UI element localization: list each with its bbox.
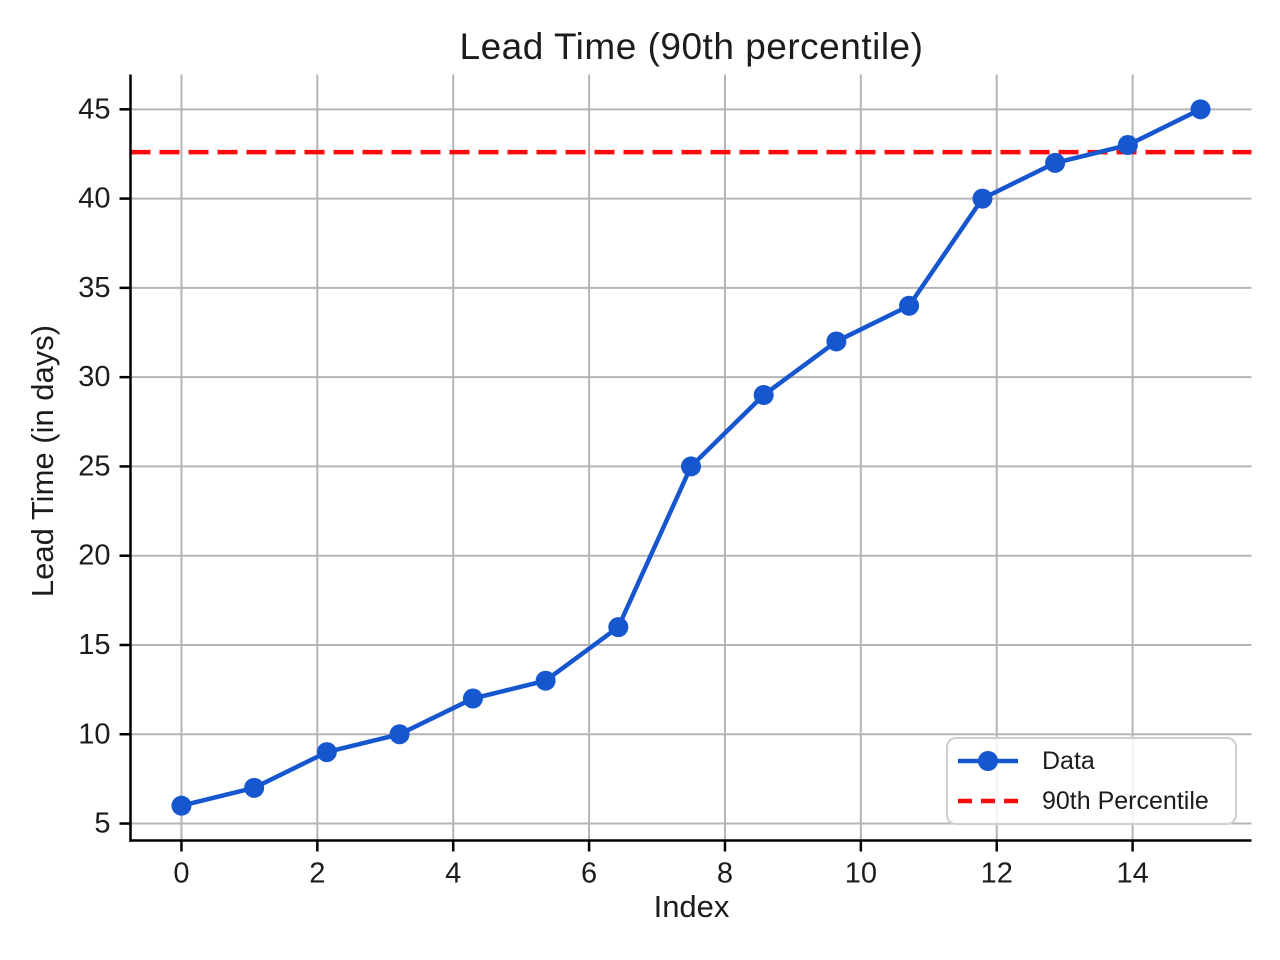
legend-item-percentile: 90th Percentile — [956, 783, 1235, 819]
data-point — [826, 331, 847, 352]
y-axis-label: Lead Time (in days) — [25, 324, 60, 598]
data-point — [972, 188, 993, 209]
data-point — [1117, 135, 1138, 156]
x-tick-label: 14 — [1116, 858, 1148, 890]
data-series-line-icon — [958, 751, 1018, 771]
data-point — [244, 777, 265, 798]
legend-label-data: Data — [1042, 746, 1095, 775]
y-tick-label: 40 — [78, 183, 110, 215]
y-tick-label: 10 — [78, 718, 110, 750]
data-point — [899, 295, 920, 316]
x-tick-label: 2 — [309, 858, 325, 890]
y-tick-label: 20 — [78, 540, 110, 572]
data-point — [389, 724, 410, 745]
data-point — [462, 688, 483, 709]
data-point — [753, 385, 774, 406]
x-axis-label: Index — [653, 889, 730, 924]
percentile-dashed-line-icon — [958, 798, 1018, 804]
chart-title: Lead Time (90th percentile) — [459, 26, 924, 67]
legend-item-data: Data — [956, 743, 1235, 779]
y-tick-label: 30 — [78, 361, 110, 393]
data-point — [535, 670, 556, 691]
y-tick-label: 35 — [78, 272, 110, 304]
x-tick-label: 4 — [445, 858, 461, 890]
x-tick-label: 8 — [717, 858, 733, 890]
data-point — [316, 742, 337, 763]
legend-label-percentile: 90th Percentile — [1042, 786, 1209, 815]
y-tick-label: 45 — [78, 93, 110, 125]
data-point — [171, 795, 192, 816]
x-tick-label: 10 — [845, 858, 877, 890]
legend: Data 90th Percentile — [946, 737, 1237, 825]
data-point — [1045, 152, 1066, 173]
data-point — [608, 617, 629, 638]
y-tick-label: 25 — [78, 450, 110, 482]
data-point — [681, 456, 701, 477]
data-point — [1190, 99, 1211, 120]
y-tick-label: 15 — [78, 629, 110, 661]
x-tick-label: 12 — [981, 858, 1013, 890]
x-tick-label: 6 — [581, 858, 597, 890]
x-tick-label: 0 — [173, 858, 189, 890]
y-tick-label: 5 — [94, 808, 110, 840]
